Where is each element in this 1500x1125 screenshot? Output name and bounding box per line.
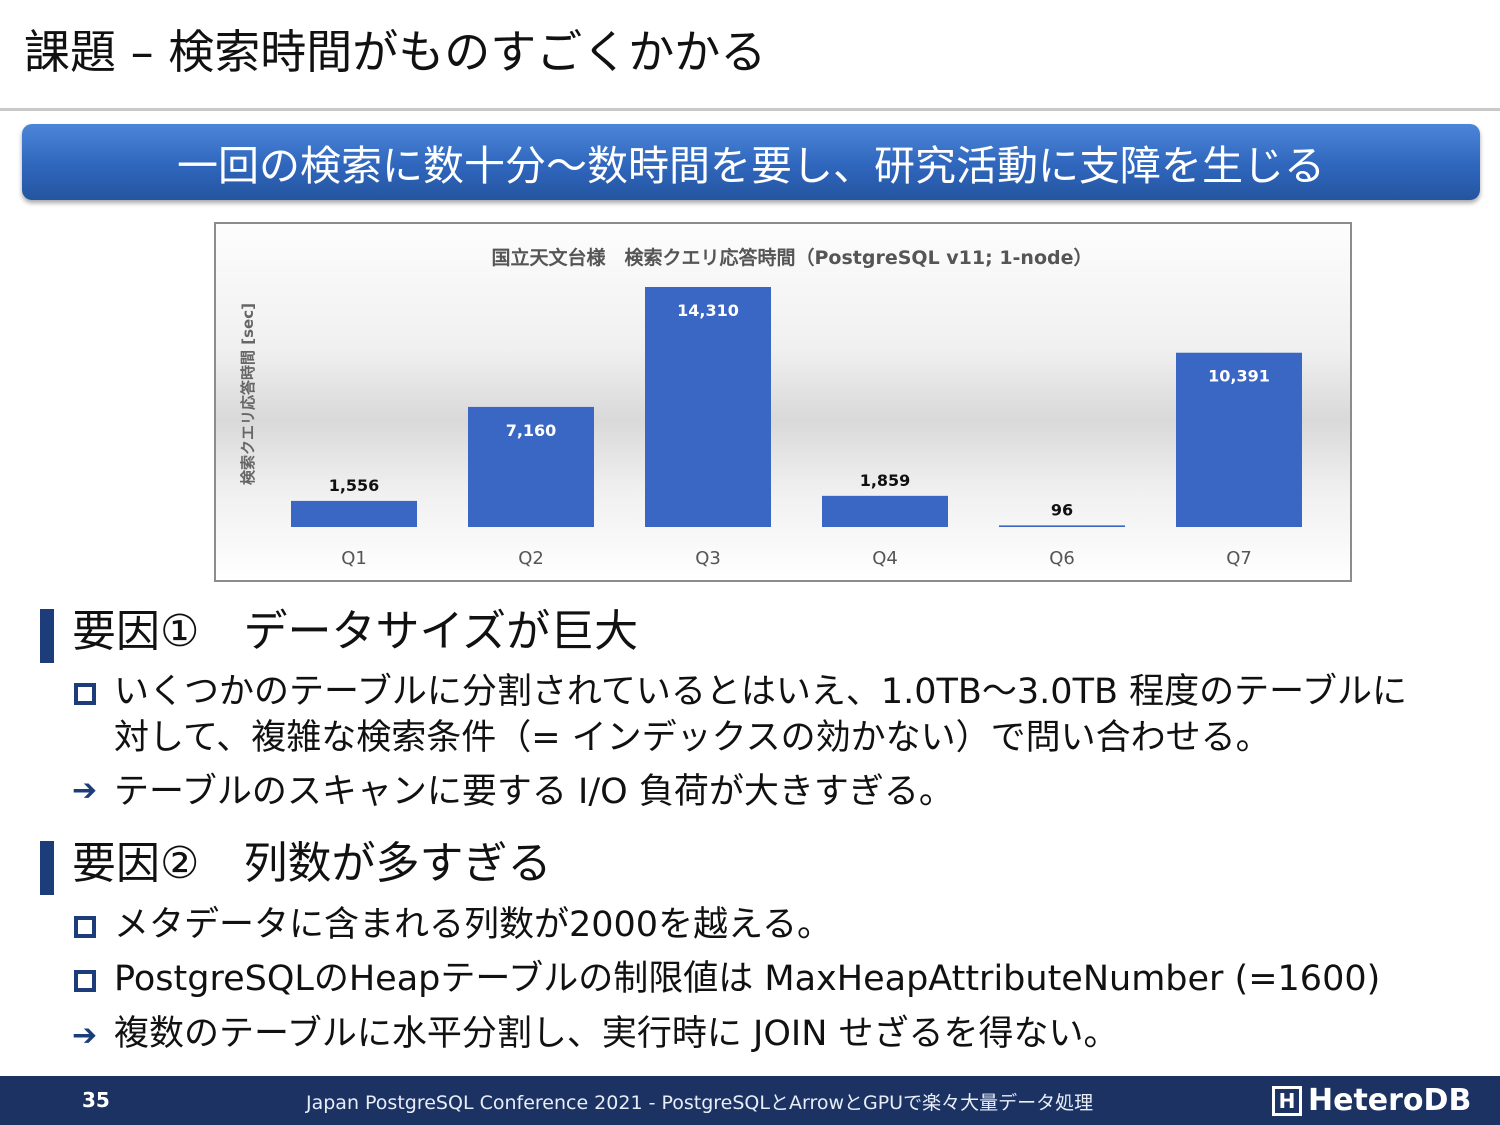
x-tick-q7: Q7 (1226, 548, 1252, 569)
logo-text: HeteroDB (1308, 1083, 1472, 1118)
section2-title: 要因② 列数が多すぎる (72, 838, 552, 889)
logo-mark-icon: H (1272, 1085, 1302, 1116)
footer-caption: Japan PostgreSQL Conference 2021 - Postg… (306, 1092, 1094, 1114)
arrow-right-icon: ➔ (72, 1018, 98, 1053)
x-tick-q6: Q6 (1049, 548, 1075, 569)
bar-q4 (822, 495, 948, 527)
chart-title: 国立天文台様 検索クエリ応答時間（PostgreSQL v11; 1-node） (492, 246, 1093, 269)
square-bullet-icon (74, 916, 96, 938)
title-divider (0, 108, 1500, 111)
summary-banner: 一回の検索に数十分～数時間を要し、研究活動に支障を生じる (22, 124, 1480, 200)
square-bullet-icon (74, 970, 96, 992)
data-label-q1: 1,556 (329, 476, 380, 495)
square-bullet-icon (74, 683, 96, 705)
data-label-q3: 14,310 (677, 301, 739, 320)
bar-q6 (999, 525, 1125, 527)
data-label-q6: 96 (1051, 500, 1073, 519)
x-tick-q4: Q4 (872, 548, 898, 569)
x-tick-q3: Q3 (695, 548, 721, 569)
data-label-q4: 1,859 (860, 471, 911, 490)
heterodb-logo: H HeteroDB (1272, 1083, 1471, 1118)
data-label-q7: 10,391 (1208, 367, 1270, 386)
x-tick-q2: Q2 (518, 548, 544, 569)
bar-q2 (468, 406, 594, 527)
section1-arrow1: テーブルのスキャンに要する I/O 負荷が大きすぎる。 (114, 772, 954, 812)
response-time-chart: 国立天文台様 検索クエリ応答時間（PostgreSQL v11; 1-node）… (214, 222, 1352, 582)
section2-arrow1: 複数のテーブルに水平分割し、実行時に JOIN せざるを得ない。 (114, 1014, 1119, 1054)
section2-marker (40, 841, 54, 895)
bar-q7 (1176, 352, 1302, 527)
section1-marker (40, 609, 54, 663)
slide-title: 課題 – 検索時間がものすごくかかる (24, 25, 767, 79)
summary-banner-text: 一回の検索に数十分～数時間を要し、研究活動に支障を生じる (177, 142, 1325, 190)
section1-title: 要因① データサイズが巨大 (72, 606, 639, 657)
section2-bullet2: PostgreSQLのHeapテーブルの制限値は MaxHeapAttribut… (114, 959, 1381, 999)
page-number: 35 (82, 1088, 110, 1112)
bar-q3 (645, 287, 771, 527)
data-label-q2: 7,160 (506, 421, 557, 440)
chart-canvas: 国立天文台様 検索クエリ応答時間（PostgreSQL v11; 1-node）… (239, 246, 1302, 569)
x-tick-q1: Q1 (341, 548, 367, 569)
y-axis-label: 検索クエリ応答時間 [sec] (239, 303, 257, 485)
section2-bullet1: メタデータに含まれる列数が2000を越える。 (114, 905, 833, 945)
section1-bullet1-line2: 対して、複雑な検索条件（= インデックスの効かない）で問い合わせる。 (114, 718, 1271, 758)
arrow-right-icon: ➔ (72, 773, 98, 808)
bar-q1 (291, 500, 417, 527)
section1-bullet1-line1: いくつかのテーブルに分割されているとはいえ、1.0TB～3.0TB 程度のテーブ… (114, 672, 1407, 712)
footer-bar (0, 1076, 1500, 1125)
